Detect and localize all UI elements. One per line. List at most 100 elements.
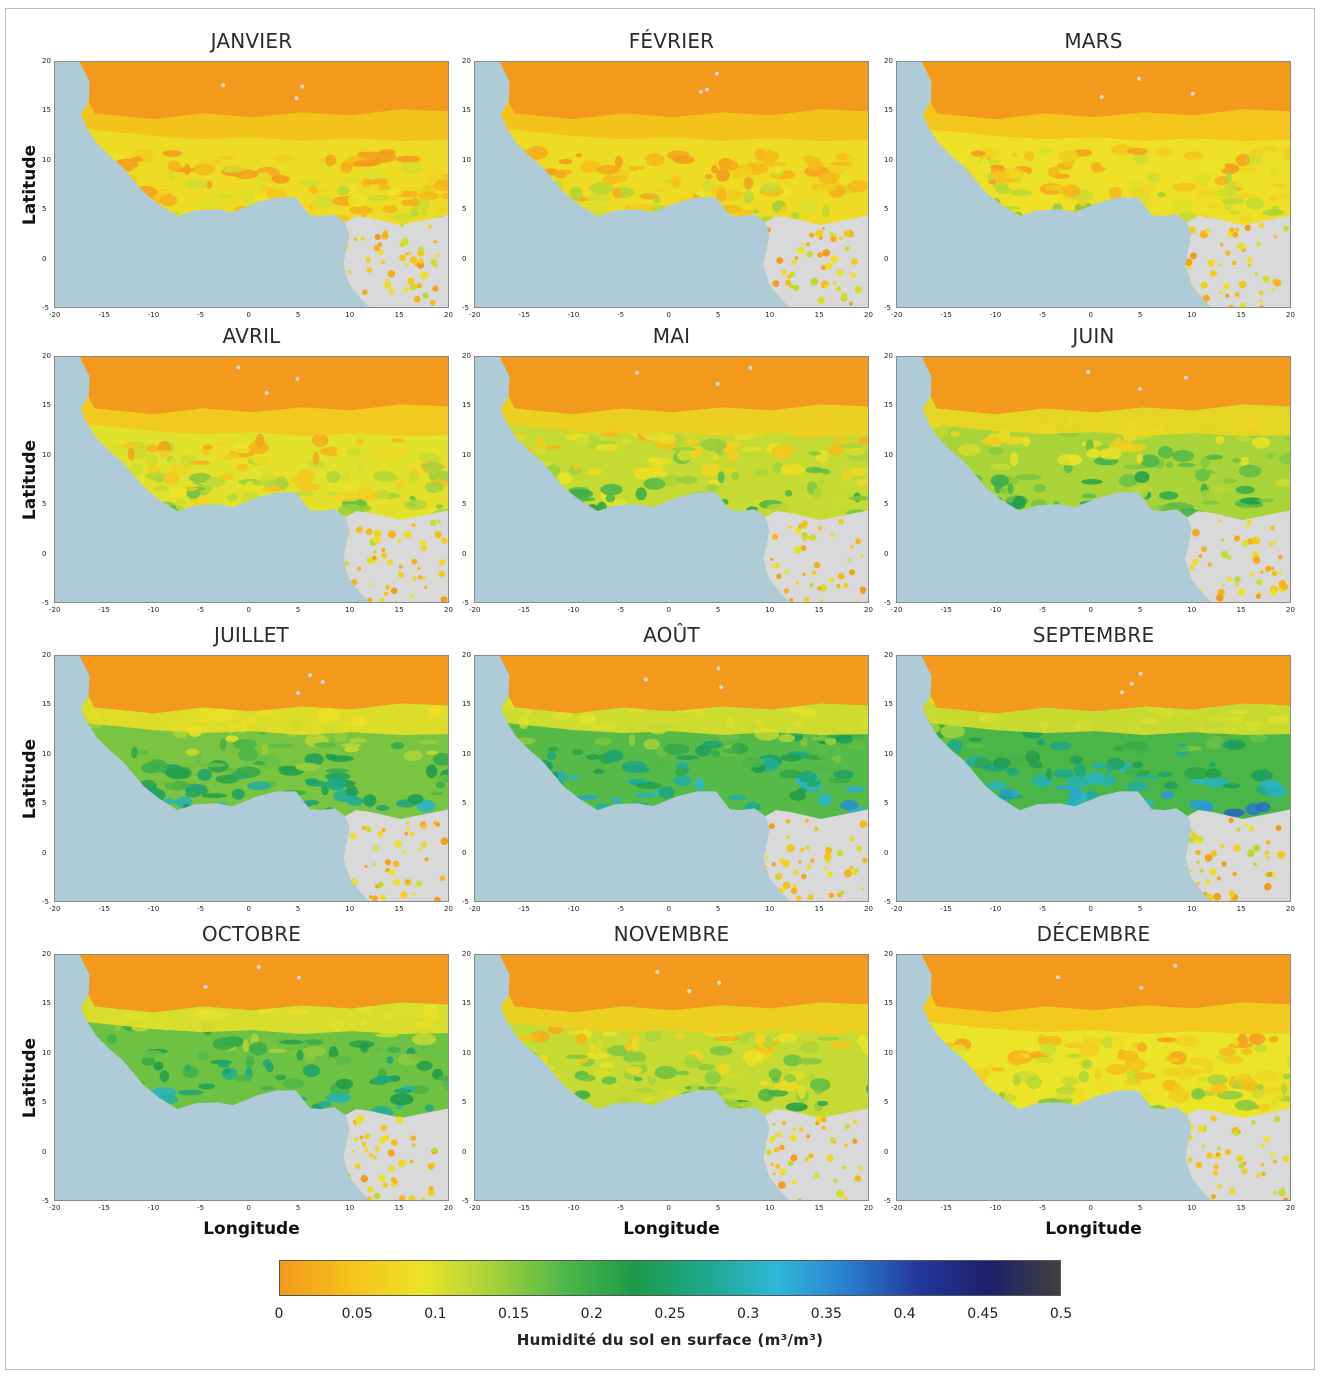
no-data-region bbox=[1185, 809, 1290, 901]
x-tick-label: 10 bbox=[1187, 905, 1197, 913]
y-tick-label: 20 bbox=[462, 352, 471, 360]
x-tick-label: -5 bbox=[1039, 1204, 1047, 1212]
x-tick-label: 5 bbox=[715, 1204, 721, 1212]
sahel-band bbox=[922, 695, 1290, 735]
y-tick-label: 0 bbox=[462, 1147, 467, 1156]
x-tick-label: 10 bbox=[765, 311, 775, 319]
y-tick-label: 10 bbox=[42, 450, 51, 459]
y-tick-label: 20 bbox=[462, 651, 471, 659]
y-tick-label: 0 bbox=[884, 848, 889, 857]
x-tick-label: 20 bbox=[1286, 311, 1295, 319]
y-tick-label: 20 bbox=[884, 352, 893, 360]
x-tick-label: 15 bbox=[1236, 905, 1246, 913]
y-tick-label: 15 bbox=[462, 700, 471, 709]
y-tick-label: 20 bbox=[42, 950, 51, 958]
x-tick-label: -20 bbox=[49, 606, 61, 614]
y-tick-label: 0 bbox=[884, 254, 889, 263]
map-svg bbox=[79, 62, 448, 307]
y-tick-label: 5 bbox=[462, 500, 467, 509]
x-tick-label: -20 bbox=[891, 311, 903, 319]
x-tick-label: 0 bbox=[1088, 1204, 1093, 1212]
x-tick-label: 0 bbox=[1088, 311, 1093, 319]
colorbar-tick-label: 0.35 bbox=[810, 1306, 842, 1322]
x-tick-label: -5 bbox=[197, 606, 205, 614]
panel-title: AVRIL bbox=[222, 324, 281, 348]
x-tick-label: -20 bbox=[469, 905, 481, 913]
y-axis-title: Latitude bbox=[20, 439, 40, 520]
y-tick-label: 0 bbox=[884, 549, 889, 558]
x-axis-title: Longitude bbox=[623, 1219, 720, 1239]
x-tick-label: -10 bbox=[989, 1204, 1002, 1212]
x-tick-label: 15 bbox=[814, 606, 824, 614]
sahel-band bbox=[922, 396, 1290, 436]
x-tick-label: 0 bbox=[246, 905, 251, 913]
x-tick-label: 10 bbox=[1187, 1204, 1197, 1212]
x-tick-label: -20 bbox=[891, 606, 903, 614]
colorbar-tick-label: 0.1 bbox=[424, 1306, 447, 1322]
colorbar-tick-label: 0.25 bbox=[654, 1306, 686, 1322]
x-tick-label: 10 bbox=[1187, 311, 1197, 319]
y-tick-label: 10 bbox=[42, 1048, 51, 1057]
map-svg bbox=[499, 656, 868, 901]
x-tick-label: -10 bbox=[567, 606, 580, 614]
month-map bbox=[474, 356, 869, 603]
map-svg bbox=[79, 955, 448, 1200]
x-tick-label: 15 bbox=[1236, 311, 1246, 319]
y-tick-label: 20 bbox=[884, 950, 893, 958]
month-map bbox=[54, 655, 449, 902]
x-tick-label: -5 bbox=[197, 311, 205, 319]
colorbar-tick-label: 0.5 bbox=[1049, 1306, 1073, 1322]
panel-title: JANVIER bbox=[210, 29, 293, 53]
x-tick-label: 0 bbox=[1088, 905, 1093, 913]
sahara-region bbox=[79, 656, 448, 714]
y-tick-label: -5 bbox=[42, 1197, 49, 1205]
colorbar-title: Humidité du sol en surface (m³/m³) bbox=[516, 1331, 824, 1349]
y-tick-label: 15 bbox=[462, 999, 471, 1008]
x-tick-label: 20 bbox=[864, 311, 873, 319]
y-tick-label: 10 bbox=[884, 1048, 893, 1057]
map-svg bbox=[79, 357, 448, 602]
y-tick-label: 10 bbox=[462, 749, 471, 758]
y-tick-label: 15 bbox=[884, 106, 893, 115]
x-tick-label: 0 bbox=[1088, 606, 1093, 614]
sahel-band bbox=[80, 994, 448, 1034]
y-tick-label: 15 bbox=[462, 401, 471, 410]
x-tick-label: -10 bbox=[989, 905, 1002, 913]
x-tick-label: -10 bbox=[567, 905, 580, 913]
x-tick-label: 15 bbox=[394, 311, 404, 319]
sahara-region bbox=[921, 62, 1290, 120]
x-tick-label: 10 bbox=[1187, 606, 1197, 614]
x-axis-title: Longitude bbox=[1045, 1219, 1142, 1239]
x-tick-label: 15 bbox=[1236, 1204, 1246, 1212]
x-tick-label: -20 bbox=[469, 311, 481, 319]
y-axis-title: Latitude bbox=[20, 738, 40, 819]
y-tick-label: -5 bbox=[462, 599, 469, 607]
y-tick-label: 15 bbox=[42, 401, 51, 410]
x-tick-label: 5 bbox=[715, 606, 721, 614]
x-tick-label: 0 bbox=[246, 311, 251, 319]
x-tick-label: 5 bbox=[1137, 606, 1143, 614]
x-tick-label: 10 bbox=[345, 606, 355, 614]
colorbar-tick-label: 0 bbox=[274, 1306, 284, 1322]
x-tick-label: 0 bbox=[666, 311, 671, 319]
y-tick-label: -5 bbox=[462, 304, 469, 312]
x-tick-label: 0 bbox=[246, 606, 251, 614]
map-svg bbox=[921, 62, 1290, 307]
y-tick-label: 5 bbox=[42, 205, 47, 214]
y-tick-label: 15 bbox=[884, 700, 893, 709]
panel-title: NOVEMBRE bbox=[613, 922, 730, 946]
y-tick-label: 10 bbox=[42, 155, 51, 164]
colorbar-tick-label: 0.15 bbox=[498, 1306, 530, 1322]
x-tick-label: 10 bbox=[345, 905, 355, 913]
x-tick-label: 10 bbox=[765, 1204, 775, 1212]
x-tick-label: 5 bbox=[295, 311, 301, 319]
x-tick-label: -15 bbox=[940, 311, 952, 319]
x-tick-label: -10 bbox=[147, 311, 160, 319]
x-tick-label: 15 bbox=[1236, 606, 1246, 614]
y-tick-label: 5 bbox=[462, 799, 467, 808]
x-tick-label: -20 bbox=[891, 905, 903, 913]
x-tick-label: 5 bbox=[1137, 1204, 1143, 1212]
x-tick-label: -10 bbox=[147, 606, 160, 614]
sahel-band bbox=[80, 695, 448, 735]
x-tick-label: -10 bbox=[989, 311, 1002, 319]
